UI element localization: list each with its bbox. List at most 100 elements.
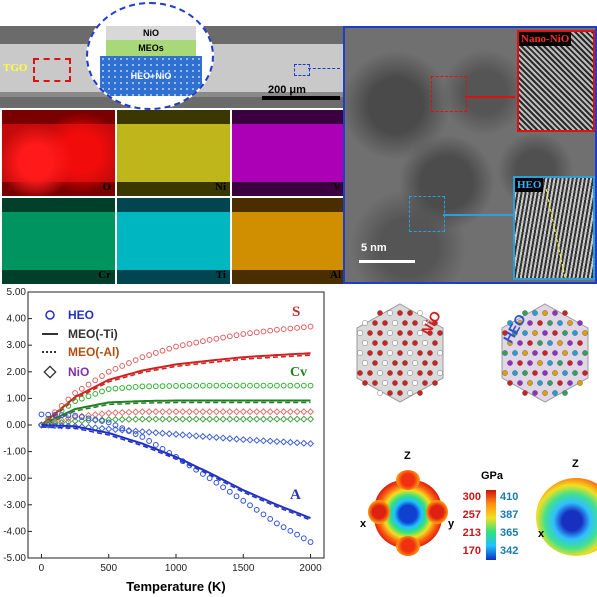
atom bbox=[417, 350, 423, 356]
atom bbox=[557, 340, 563, 346]
series-a-nio-point bbox=[105, 425, 113, 433]
layer-magnifier: NiO MEOs HEO+NiO bbox=[86, 2, 214, 110]
series-cv-heo-point bbox=[307, 382, 314, 389]
series-a-heo-point bbox=[38, 411, 45, 418]
atom bbox=[542, 330, 548, 336]
atom bbox=[582, 350, 588, 356]
series-cv-heo-point bbox=[72, 398, 78, 404]
atom bbox=[432, 380, 438, 386]
atom bbox=[437, 330, 443, 336]
eds-map-ti: Ti bbox=[117, 198, 230, 284]
series-a-heo-point bbox=[274, 520, 280, 527]
series-s-heo-point bbox=[159, 347, 166, 354]
atom bbox=[507, 340, 513, 346]
series-a-heo-point bbox=[99, 418, 105, 424]
series-cv-nio-point bbox=[307, 415, 315, 423]
atom bbox=[382, 340, 388, 346]
series-cv-heo-point bbox=[179, 382, 186, 389]
series-a-heo-point bbox=[105, 419, 112, 426]
atom bbox=[417, 370, 423, 376]
series-a-heo-point bbox=[260, 511, 267, 518]
right-scale-2: 365 bbox=[500, 527, 519, 539]
series-cv-nio-point bbox=[266, 415, 274, 423]
series-cv-nio-point bbox=[239, 415, 247, 423]
atom bbox=[527, 320, 533, 326]
nano-nio-label: Nano-NiO bbox=[519, 32, 572, 46]
eds-label-o: O bbox=[102, 181, 111, 193]
atom bbox=[377, 370, 383, 376]
atom bbox=[522, 350, 528, 356]
atom bbox=[537, 320, 543, 326]
eds-label-cr: Cr bbox=[98, 269, 111, 281]
series-s-nio-point bbox=[98, 410, 106, 418]
atom bbox=[502, 370, 508, 376]
series-s-heo-point bbox=[72, 390, 78, 396]
atom bbox=[552, 310, 558, 316]
annotation-a: A bbox=[290, 487, 301, 503]
series-a-nio-point bbox=[111, 425, 119, 434]
series-cv-heo-point bbox=[119, 385, 126, 391]
atom bbox=[537, 340, 543, 346]
atom bbox=[357, 330, 363, 336]
eds-map-al: Al bbox=[232, 198, 345, 284]
atom bbox=[417, 390, 423, 396]
series-s-heo-point bbox=[220, 334, 226, 341]
series-cv-nio-point bbox=[71, 417, 79, 425]
series-cv-heo-point bbox=[112, 385, 119, 392]
atom bbox=[397, 350, 403, 356]
series-cv-nio-point bbox=[125, 415, 133, 423]
series-s-heo-point bbox=[78, 385, 85, 392]
atom bbox=[522, 310, 528, 316]
layer-meos: MEOs bbox=[106, 40, 196, 57]
series-s-heo-point bbox=[173, 343, 179, 350]
x-tick-label: 500 bbox=[100, 563, 117, 574]
series-a-heo-point bbox=[226, 488, 233, 495]
atom bbox=[522, 390, 528, 396]
series-cv-nio-point bbox=[199, 415, 207, 423]
series-a-nio-point bbox=[266, 437, 274, 445]
series-s-heo-point bbox=[300, 324, 307, 331]
atom bbox=[392, 340, 398, 346]
series-a-meo-dashed-line bbox=[41, 426, 311, 521]
atom bbox=[392, 320, 398, 326]
series-cv-heo-point bbox=[260, 382, 267, 389]
tem-scale-bar bbox=[359, 260, 415, 263]
series-a-heo-point bbox=[119, 425, 126, 432]
atom bbox=[372, 320, 378, 326]
atom bbox=[412, 340, 418, 346]
y-tick-label: 3.00 bbox=[7, 340, 27, 351]
series-a-nio-point bbox=[307, 440, 315, 448]
series-s-meo-dashed-line bbox=[41, 354, 311, 428]
series-s-nio-point bbox=[172, 408, 180, 416]
series-s-nio-point bbox=[51, 418, 59, 426]
atom bbox=[527, 360, 533, 366]
series-s-nio-point bbox=[233, 408, 241, 416]
series-s-heo-point bbox=[287, 325, 294, 332]
series-s-heo-point bbox=[294, 324, 300, 331]
atom bbox=[542, 370, 548, 376]
series-s-nio-point bbox=[246, 408, 254, 416]
series-a-nio-point bbox=[152, 429, 160, 437]
series-a-heo-point bbox=[247, 502, 253, 509]
heo-selection-box bbox=[409, 196, 445, 232]
atom bbox=[547, 340, 553, 346]
series-a-heo-point bbox=[233, 493, 240, 500]
series-a-heo-point bbox=[267, 515, 274, 522]
atom bbox=[552, 390, 558, 396]
series-s-nio-point bbox=[145, 408, 153, 416]
series-cv-heo-point bbox=[146, 383, 152, 390]
series-s-heo-point bbox=[206, 336, 213, 343]
series-a-heo-point bbox=[126, 428, 132, 435]
series-cv-nio-point bbox=[172, 415, 180, 423]
plot-frame bbox=[27, 291, 325, 559]
axis-x-left: x bbox=[360, 518, 367, 530]
thermo-chart: 5.00 4.00 3.00 2.00 1.00 0.00 -1.00 -2.00 -3.00 -… bbox=[3, 287, 325, 594]
series-cv-heo-point bbox=[193, 382, 200, 389]
series-s-nio-point bbox=[152, 408, 160, 416]
atom bbox=[377, 330, 383, 336]
series-cv-heo-point bbox=[247, 382, 253, 389]
series-s-nio-point bbox=[71, 413, 79, 421]
atom bbox=[412, 360, 418, 366]
series-s-nio-point bbox=[125, 408, 133, 416]
atom bbox=[427, 350, 433, 356]
